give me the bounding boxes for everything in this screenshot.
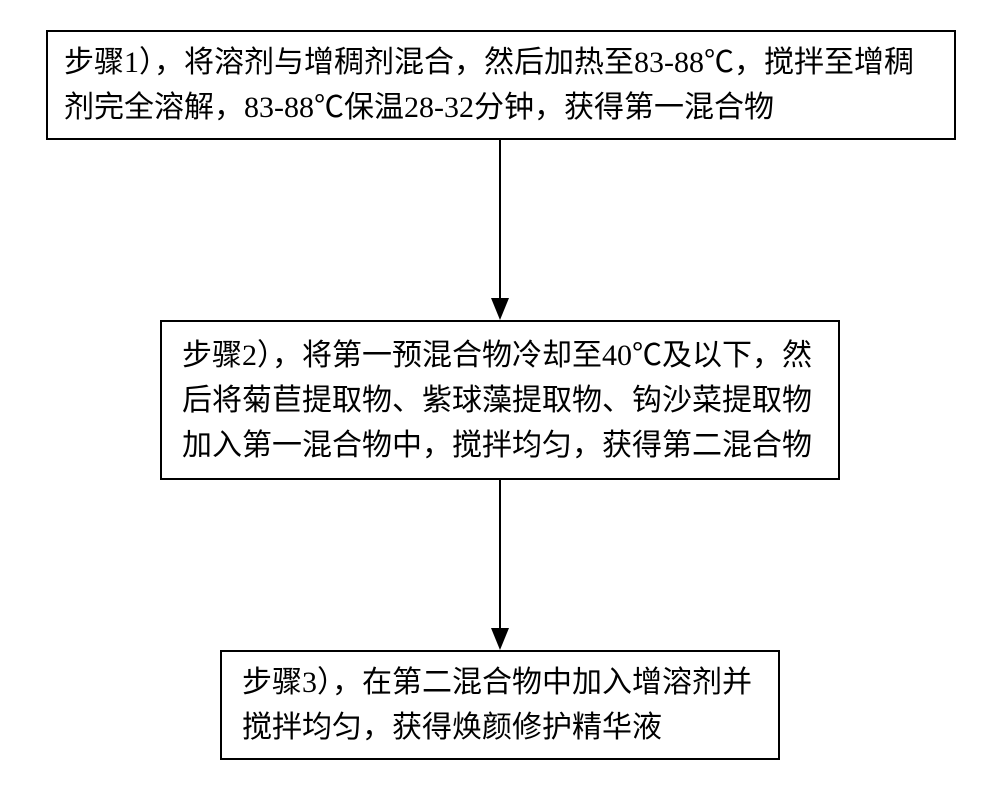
arrow-step1-to-step2: [499, 140, 501, 298]
step1-text: 步骤1），将溶剂与增稠剂混合，然后加热至83-88℃，搅拌至增稠剂完全溶解，83…: [64, 40, 938, 130]
flowchart-canvas: 步骤1），将溶剂与增稠剂混合，然后加热至83-88℃，搅拌至增稠剂完全溶解，83…: [0, 0, 1000, 790]
arrow-head-icon: [491, 298, 509, 320]
arrow-head-icon: [491, 628, 509, 650]
step3-text: 步骤3），在第二混合物中加入增溶剂并搅拌均匀，获得焕颜修护精华液: [242, 660, 758, 750]
arrow-step2-to-step3: [499, 480, 501, 628]
step2-text: 步骤2），将第一预混合物冷却至40℃及以下，然后将菊苣提取物、紫球藻提取物、钩沙…: [182, 333, 818, 468]
flowchart-step-3: 步骤3），在第二混合物中加入增溶剂并搅拌均匀，获得焕颜修护精华液: [220, 650, 780, 760]
flowchart-step-2: 步骤2），将第一预混合物冷却至40℃及以下，然后将菊苣提取物、紫球藻提取物、钩沙…: [160, 320, 840, 480]
flowchart-step-1: 步骤1），将溶剂与增稠剂混合，然后加热至83-88℃，搅拌至增稠剂完全溶解，83…: [46, 30, 956, 140]
